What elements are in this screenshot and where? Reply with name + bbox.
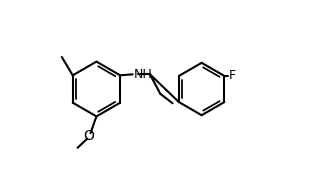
Text: O: O [83,129,94,143]
Text: F: F [229,69,236,82]
Text: NH: NH [134,68,153,81]
